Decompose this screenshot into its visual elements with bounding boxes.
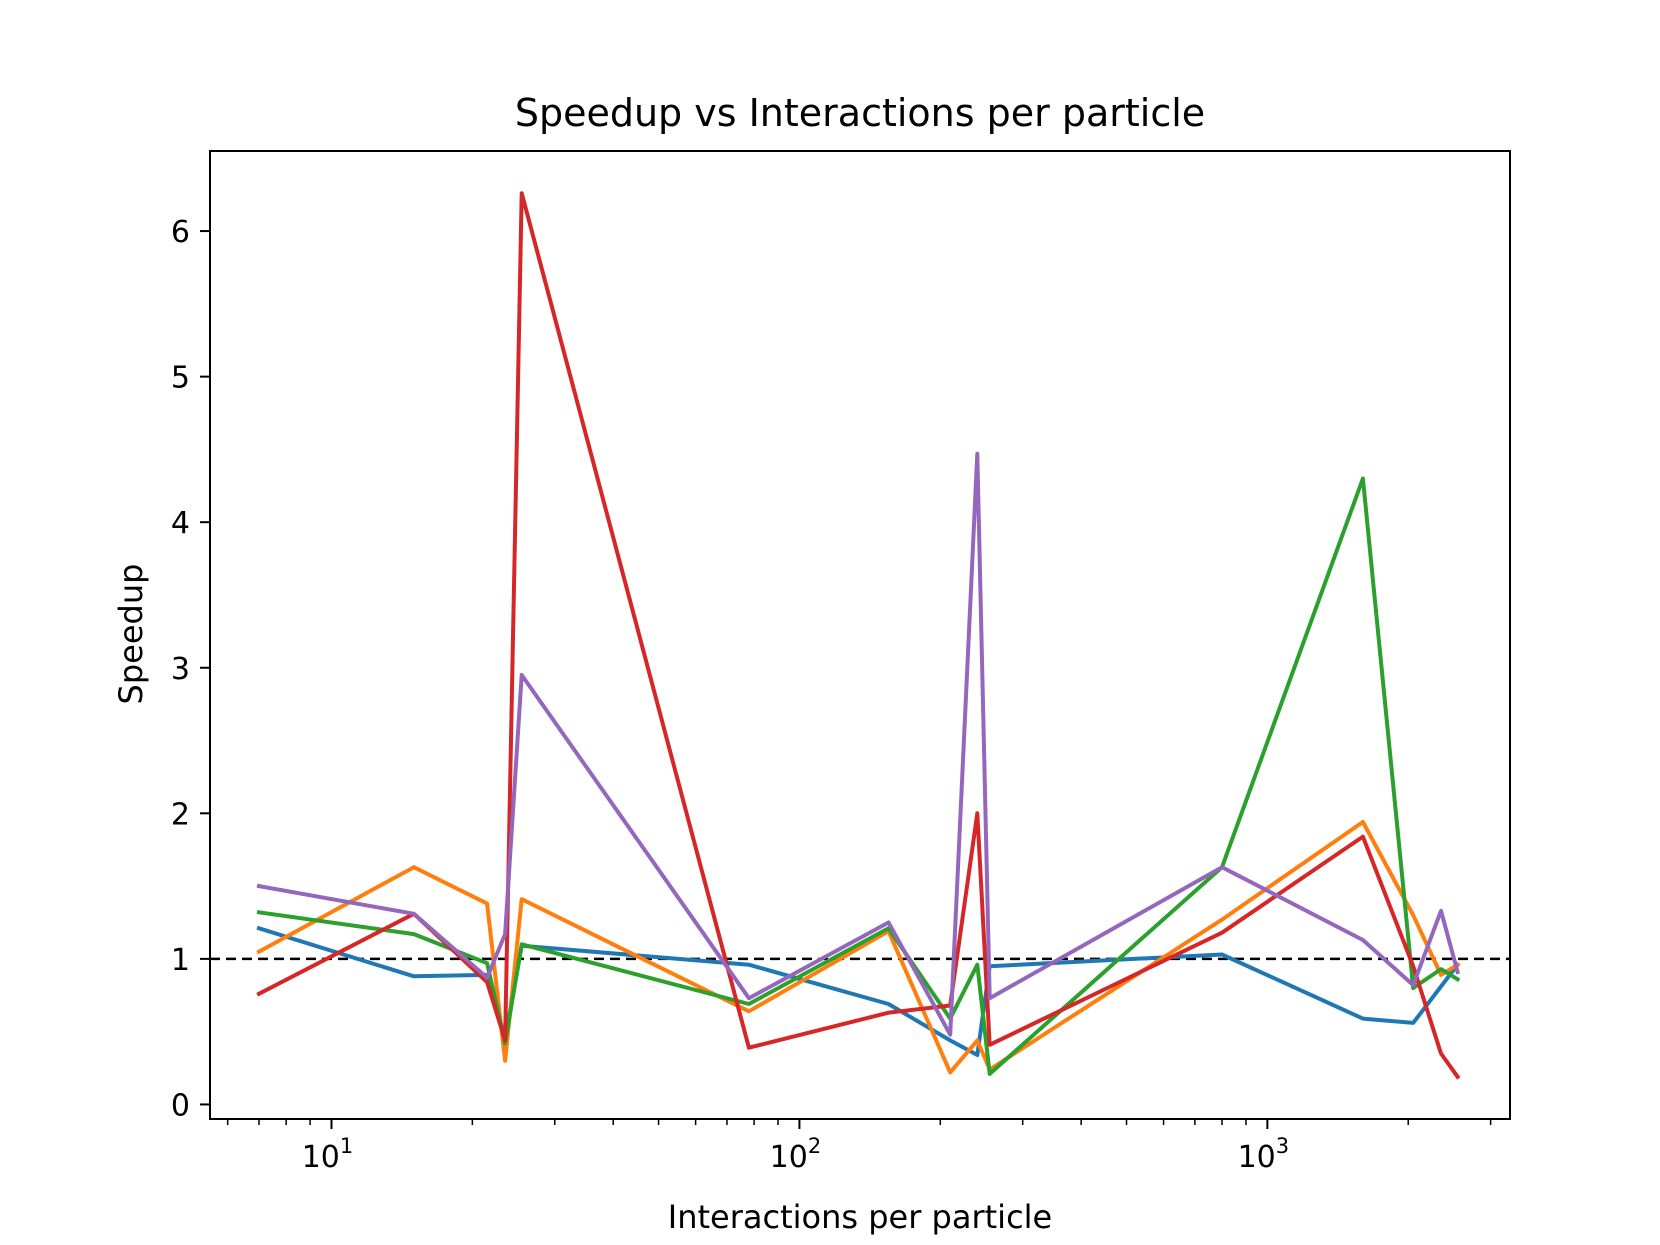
y-tick-label-4: 4 <box>171 506 190 541</box>
series-line-2 <box>256 820 1461 1075</box>
y-tick-label-3: 3 <box>171 652 190 687</box>
x-tick-label-0: 101 <box>302 1134 354 1175</box>
y-axis-label: Speedup <box>112 564 150 705</box>
y-tick-label-5: 5 <box>171 361 190 396</box>
x-axis-label: Interactions per particle <box>668 1198 1052 1236</box>
series-layer <box>256 191 1461 1080</box>
series-line-5 <box>256 451 1461 1037</box>
y-tick-label-1: 1 <box>171 943 190 978</box>
y-tick-label-2: 2 <box>171 797 190 832</box>
y-tick-label-6: 6 <box>171 215 190 250</box>
x-tick-label-1: 102 <box>770 1134 822 1175</box>
x-tick-label-2: 103 <box>1238 1134 1290 1175</box>
plot-frame <box>209 150 1511 1120</box>
y-tick-label-0: 0 <box>171 1088 190 1123</box>
chart-title: Speedup vs Interactions per particle <box>515 91 1205 135</box>
tick-layer: 0 1 2 3 4 5 6 101 102 103 <box>171 215 1492 1175</box>
